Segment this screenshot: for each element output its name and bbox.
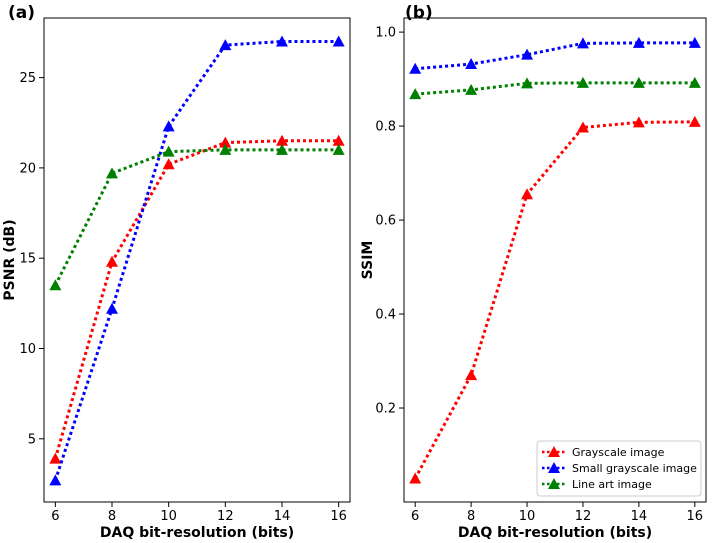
panel-label-b: (b) <box>405 3 433 23</box>
data-point-a-2-10 <box>162 145 175 157</box>
legend-entry-line-art: Line art image <box>542 478 652 491</box>
data-point-a-1-6 <box>49 474 62 486</box>
x-tick-label-b-8: 8 <box>467 509 475 524</box>
data-point-b-0-14 <box>632 116 645 128</box>
series-line-b-1 <box>415 41 695 71</box>
data-point-a-2-6 <box>49 279 62 291</box>
data-point-b-0-12 <box>576 121 589 133</box>
legend-entry-grayscale: Grayscale image <box>542 446 665 459</box>
legend: Grayscale image Small grayscale image Li… <box>536 440 702 497</box>
data-point-b-0-10 <box>521 188 534 200</box>
x-tick-label-b-14: 14 <box>631 509 648 524</box>
data-point-b-1-16 <box>688 36 701 48</box>
plot-frame-b <box>403 17 707 503</box>
legend-box <box>536 440 702 497</box>
y-tick-label-b-3: 0.8 <box>375 120 396 135</box>
panel-b: (b) DAQ bit-resolution (bits) SSIM 6 8 10 1… <box>360 3 707 541</box>
legend-marker-line-art <box>548 478 560 489</box>
data-point-b-2-10 <box>521 77 534 89</box>
data-point-b-2-12 <box>576 76 589 88</box>
series-line-a-1 <box>53 39 339 481</box>
data-point-a-1-12 <box>219 39 232 51</box>
data-point-b-1-14 <box>632 36 645 48</box>
data-point-a-2-8 <box>106 167 118 179</box>
data-point-a-1-14 <box>276 35 288 47</box>
x-tick-label-b-12: 12 <box>575 509 592 524</box>
data-point-a-0-8 <box>106 255 118 267</box>
data-point-a-1-16 <box>332 35 345 47</box>
series-line-b-0 <box>413 120 695 480</box>
y-tick-label-a-3: 20 <box>19 161 36 176</box>
legend-marker-small-grayscale <box>548 462 560 473</box>
panel-a: (a) DAQ bit-resolution (bits) PSNR (dB) … <box>2 3 351 541</box>
data-point-b-2-8 <box>465 83 478 95</box>
data-point-b-1-12 <box>576 37 589 49</box>
data-point-a-1-8 <box>106 302 118 314</box>
ticks-b: 6 8 10 12 14 16 0.2 0.4 0.6 0.8 1.0 <box>375 26 703 524</box>
y-tick-label-a-4: 25 <box>19 71 36 86</box>
y-tick-label-a-0: 5 <box>28 432 36 447</box>
data-point-a-1-10 <box>162 120 175 132</box>
series-marks-b <box>409 36 701 484</box>
legend-label-grayscale: Grayscale image <box>572 446 665 459</box>
data-point-b-2-6 <box>409 88 422 100</box>
data-point-a-0-16 <box>332 134 345 146</box>
y-axis-label-a: PSNR (dB) <box>2 219 18 300</box>
data-point-a-2-12 <box>219 143 232 155</box>
x-tick-label-b-6: 6 <box>411 509 419 524</box>
x-tick-label-a-12: 12 <box>217 509 234 524</box>
ticks-a: 6 8 10 12 14 16 5 10 15 20 25 <box>19 71 346 524</box>
plot-frame-a <box>43 17 351 503</box>
series-line-b-2 <box>415 81 695 96</box>
y-tick-label-b-2: 0.6 <box>375 214 396 229</box>
x-tick-label-a-10: 10 <box>160 509 177 524</box>
data-point-b-1-8 <box>465 58 478 70</box>
data-point-a-0-14 <box>276 134 288 146</box>
x-tick-label-a-16: 16 <box>330 509 347 524</box>
data-point-a-0-12 <box>219 136 232 148</box>
x-tick-label-a-14: 14 <box>274 509 291 524</box>
x-tick-label-a-6: 6 <box>51 509 59 524</box>
y-tick-label-b-4: 1.0 <box>375 26 396 41</box>
x-axis-label-b: DAQ bit-resolution (bits) <box>458 525 652 541</box>
y-axis-label-b: SSIM <box>360 241 376 280</box>
data-point-b-0-16 <box>688 115 701 127</box>
data-point-b-1-10 <box>521 48 534 60</box>
y-tick-label-b-1: 0.4 <box>375 308 396 323</box>
y-tick-label-a-1: 10 <box>19 342 36 357</box>
legend-label-small-grayscale: Small grayscale image <box>572 462 697 475</box>
legend-label-line-art: Line art image <box>572 478 652 491</box>
x-tick-label-a-8: 8 <box>108 509 116 524</box>
x-tick-label-b-10: 10 <box>519 509 536 524</box>
data-point-b-0-8 <box>465 369 478 381</box>
data-point-b-1-6 <box>409 62 422 74</box>
y-tick-label-a-2: 15 <box>19 252 36 267</box>
data-point-a-2-16 <box>332 143 345 155</box>
y-tick-label-b-0: 0.2 <box>375 402 396 417</box>
data-point-a-2-14 <box>276 143 288 155</box>
data-point-b-0-6 <box>409 472 422 484</box>
data-point-b-2-16 <box>688 76 701 88</box>
legend-marker-grayscale <box>548 446 560 457</box>
panel-label-a: (a) <box>8 3 35 23</box>
data-point-a-0-10 <box>162 158 175 170</box>
data-point-a-0-6 <box>49 452 62 464</box>
series-marks-a <box>49 35 345 486</box>
data-point-b-2-14 <box>632 76 645 88</box>
x-axis-label-a: DAQ bit-resolution (bits) <box>100 525 294 541</box>
series-line-a-0 <box>53 139 339 460</box>
x-tick-label-b-16: 16 <box>687 509 704 524</box>
series-line-a-2 <box>53 148 339 286</box>
legend-entry-small-grayscale: Small grayscale image <box>542 462 697 475</box>
